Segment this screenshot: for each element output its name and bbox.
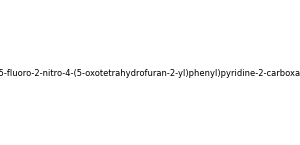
Text: N-(5-fluoro-2-nitro-4-(5-oxotetrahydrofuran-2-yl)phenyl)pyridine-2-carboxamide: N-(5-fluoro-2-nitro-4-(5-oxotetrahydrofu… — [0, 69, 300, 78]
